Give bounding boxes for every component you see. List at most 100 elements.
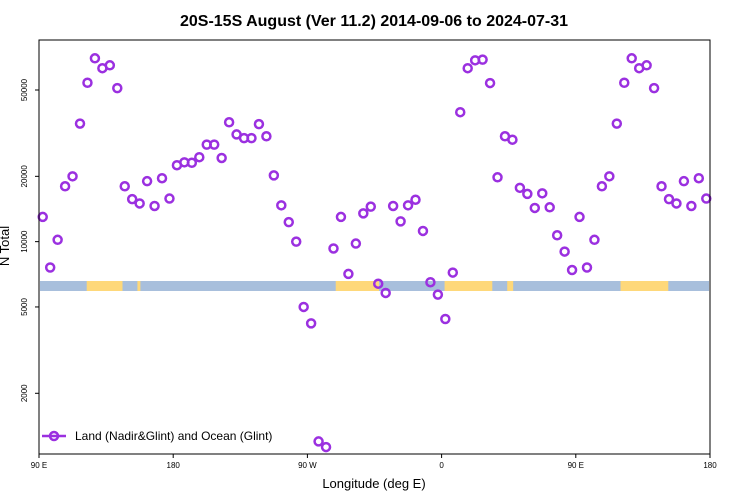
data-point (596, 181, 608, 192)
land-segment (444, 281, 493, 291)
data-point (678, 175, 690, 187)
data-point (693, 172, 705, 184)
data-point (663, 193, 675, 205)
data-point (186, 157, 198, 169)
y-tick-label: 2000 (20, 384, 29, 402)
data-point (149, 200, 160, 212)
y-axis-label: N Total (0, 226, 12, 266)
x-axis: 90 E 180 90 W 0 90 E 180 (31, 454, 717, 470)
x-tick-label: 0 (439, 461, 444, 470)
data-point (492, 172, 503, 183)
data-point (566, 264, 578, 276)
data-point (246, 132, 257, 144)
data-point (283, 216, 295, 228)
y-axis: 2000 5000 10000 20000 50000 (20, 78, 39, 402)
data-point (223, 117, 235, 128)
data-point (440, 313, 451, 325)
data-point (395, 216, 406, 227)
data-point (350, 238, 362, 249)
data-point (134, 198, 145, 209)
data-point (74, 118, 86, 129)
data-point (59, 181, 71, 192)
data-point (253, 118, 265, 130)
data-point (320, 441, 332, 453)
data-point (626, 53, 637, 64)
data-point (141, 175, 153, 187)
data-point (335, 211, 347, 223)
y-tick-label: 20000 (20, 165, 29, 188)
data-points (37, 53, 712, 453)
data-point (462, 62, 473, 74)
data-point (261, 131, 272, 142)
data-point (44, 262, 56, 273)
data-point (290, 236, 302, 247)
data-point (641, 60, 652, 71)
y-tick-label: 50000 (20, 78, 29, 101)
land-segment (507, 281, 514, 291)
data-point (216, 152, 227, 164)
data-point (522, 188, 533, 200)
data-point (365, 201, 377, 212)
data-point (559, 246, 570, 257)
data-point (343, 268, 354, 280)
data-point (447, 267, 459, 278)
data-point (358, 208, 369, 219)
x-tick-label: 90 E (31, 461, 47, 470)
y-tick-label: 5000 (20, 298, 29, 316)
data-point (298, 301, 309, 313)
data-point (574, 211, 585, 223)
data-point (507, 134, 518, 145)
data-point (701, 193, 712, 204)
data-point (164, 193, 175, 204)
land-segment (335, 281, 379, 291)
land-segment (137, 281, 141, 291)
data-point (119, 181, 130, 192)
x-tick-label: 180 (703, 461, 717, 470)
data-point (268, 170, 280, 181)
legend-label: Land (Nadir&Glint) and Ocean (Glint) (75, 429, 272, 443)
data-point (581, 262, 593, 273)
data-point (417, 225, 429, 237)
x-axis-label: Longitude (deg E) (322, 476, 425, 491)
data-point (82, 77, 93, 88)
data-point (611, 118, 623, 129)
data-point (313, 436, 324, 447)
data-point (551, 230, 563, 241)
x-tick-label: 90 W (298, 461, 317, 470)
land-segment (86, 281, 123, 291)
data-point (89, 53, 101, 64)
data-point (619, 77, 630, 88)
plot-frame (38, 39, 711, 455)
data-point (52, 234, 63, 246)
data-point (380, 287, 391, 299)
data-point (589, 234, 600, 246)
data-point (425, 276, 436, 288)
x-tick-label: 90 E (568, 461, 584, 470)
data-point (544, 202, 555, 213)
data-point (37, 211, 48, 223)
legend: Land (Nadir&Glint) and Ocean (Glint) (42, 429, 272, 443)
data-point (484, 77, 496, 89)
data-point (156, 172, 168, 184)
data-point (432, 289, 444, 300)
data-point (112, 82, 123, 94)
data-point (656, 181, 667, 192)
data-point (372, 278, 384, 289)
data-point (410, 194, 421, 205)
data-point (604, 171, 615, 182)
data-point (477, 54, 488, 65)
land-segment (620, 281, 669, 291)
data-point (671, 198, 682, 209)
data-point (305, 318, 317, 329)
data-point (402, 200, 414, 211)
data-point (104, 60, 116, 71)
chart-title: 20S-15S August (Ver 11.2) 2014-09-06 to … (180, 13, 568, 30)
data-point (387, 200, 399, 212)
legend-marker-icon (48, 430, 60, 442)
data-point (529, 202, 541, 214)
data-point (328, 243, 339, 254)
data-point (514, 182, 526, 194)
y-tick-label: 10000 (20, 230, 29, 253)
data-point (454, 106, 466, 118)
